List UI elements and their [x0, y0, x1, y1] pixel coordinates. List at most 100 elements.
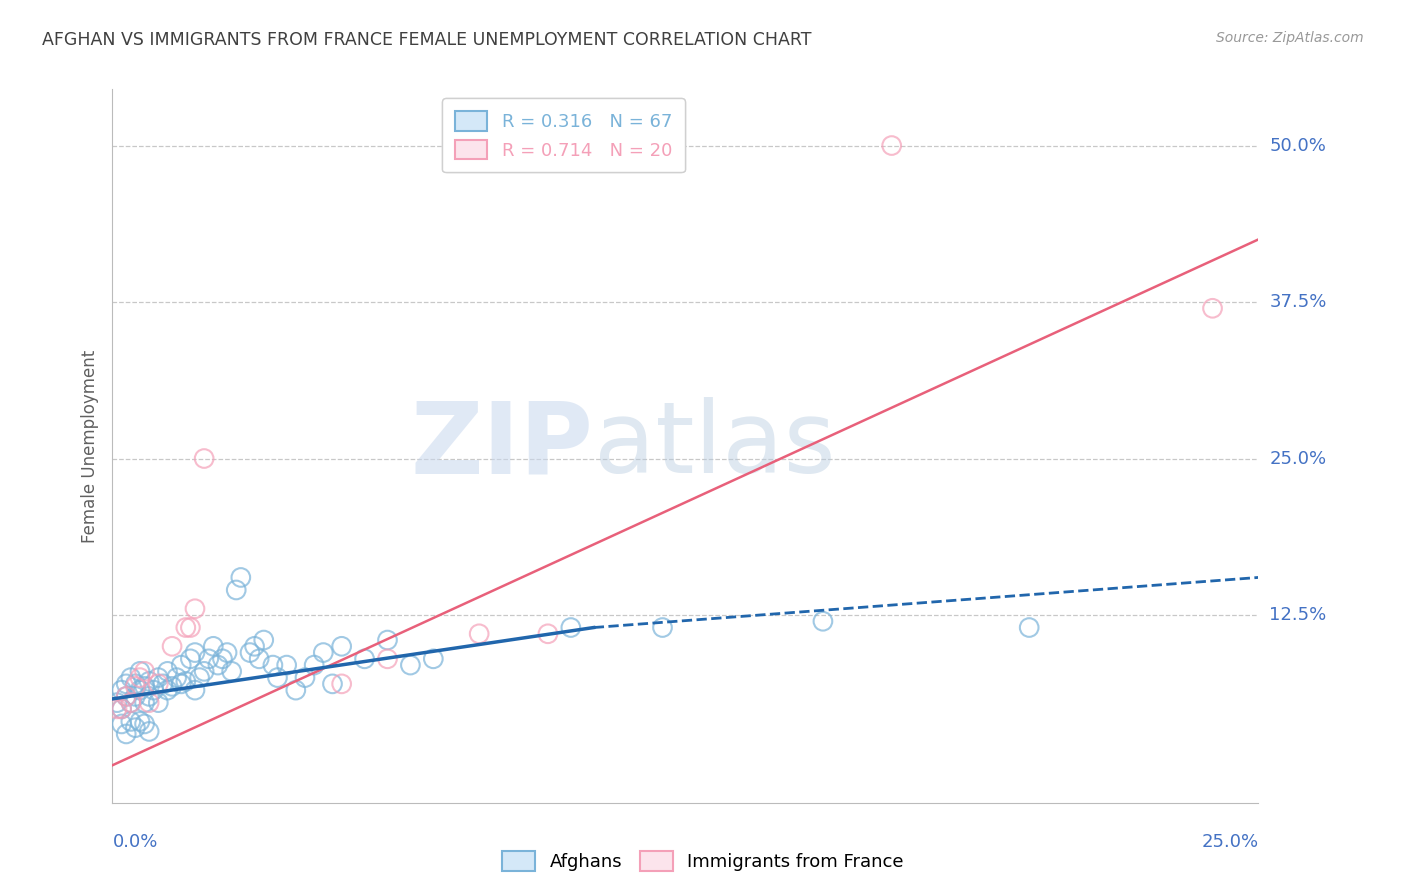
Point: [262, 658, 284, 673]
Point: [207, 658, 229, 673]
Point: [170, 677, 193, 691]
Point: [160, 640, 183, 654]
Point: [321, 677, 343, 691]
Point: [138, 724, 160, 739]
Point: [217, 646, 239, 660]
Point: [266, 671, 288, 685]
Point: [651, 621, 673, 635]
Point: [179, 621, 201, 635]
Point: [239, 646, 262, 660]
Point: [120, 714, 142, 729]
Point: [134, 679, 156, 693]
Point: [225, 582, 247, 597]
Point: [138, 674, 160, 689]
Text: 37.5%: 37.5%: [1270, 293, 1327, 311]
Point: [468, 627, 491, 641]
Point: [129, 665, 152, 679]
Point: [129, 714, 152, 729]
Point: [105, 696, 128, 710]
Point: [253, 633, 276, 648]
Point: [211, 652, 233, 666]
Text: 0.0%: 0.0%: [112, 833, 157, 851]
Point: [247, 652, 270, 666]
Point: [353, 652, 375, 666]
Point: [197, 652, 219, 666]
Point: [111, 702, 134, 716]
Point: [188, 671, 211, 685]
Point: [184, 683, 207, 698]
Point: [156, 683, 179, 698]
Point: [422, 652, 444, 666]
Point: [115, 690, 138, 704]
Point: [142, 683, 165, 698]
Legend: R = 0.316   N = 67, R = 0.714   N = 20: R = 0.316 N = 67, R = 0.714 N = 20: [443, 98, 685, 172]
Point: [134, 665, 156, 679]
Point: [560, 621, 582, 635]
Point: [377, 633, 399, 648]
Point: [115, 690, 138, 704]
Point: [184, 601, 207, 615]
Text: Source: ZipAtlas.com: Source: ZipAtlas.com: [1216, 31, 1364, 45]
Point: [134, 717, 156, 731]
Point: [152, 677, 174, 691]
Text: AFGHAN VS IMMIGRANTS FROM FRANCE FEMALE UNEMPLOYMENT CORRELATION CHART: AFGHAN VS IMMIGRANTS FROM FRANCE FEMALE …: [42, 31, 811, 49]
Point: [148, 671, 170, 685]
Point: [243, 640, 266, 654]
Point: [174, 621, 197, 635]
Point: [120, 696, 142, 710]
Point: [294, 671, 316, 685]
Point: [193, 665, 215, 679]
Point: [166, 671, 188, 685]
Text: 25.0%: 25.0%: [1270, 450, 1327, 467]
Legend: Afghans, Immigrants from France: Afghans, Immigrants from France: [495, 844, 911, 879]
Text: 50.0%: 50.0%: [1270, 136, 1326, 154]
Point: [111, 683, 134, 698]
Point: [312, 646, 335, 660]
Text: 25.0%: 25.0%: [1201, 833, 1258, 851]
Point: [115, 677, 138, 691]
Point: [284, 683, 307, 698]
Text: atlas: atlas: [593, 398, 835, 494]
Point: [124, 721, 146, 735]
Point: [160, 679, 183, 693]
Point: [105, 702, 128, 716]
Point: [156, 665, 179, 679]
Point: [120, 671, 142, 685]
Point: [120, 696, 142, 710]
Text: 12.5%: 12.5%: [1270, 606, 1327, 624]
Point: [174, 674, 197, 689]
Text: ZIP: ZIP: [411, 398, 593, 494]
Point: [148, 677, 170, 691]
Point: [170, 658, 193, 673]
Point: [134, 696, 156, 710]
Point: [537, 627, 560, 641]
Point: [880, 138, 903, 153]
Point: [276, 658, 298, 673]
Point: [1018, 621, 1040, 635]
Point: [399, 658, 422, 673]
Point: [302, 658, 325, 673]
Point: [229, 570, 252, 584]
Point: [202, 640, 225, 654]
Point: [1201, 301, 1223, 316]
Point: [330, 640, 353, 654]
Point: [124, 679, 146, 693]
Point: [184, 646, 207, 660]
Point: [138, 696, 160, 710]
Point: [129, 671, 152, 685]
Point: [111, 717, 134, 731]
Point: [811, 614, 834, 628]
Point: [129, 683, 152, 698]
Point: [124, 677, 146, 691]
Point: [115, 727, 138, 741]
Point: [179, 652, 201, 666]
Point: [377, 652, 399, 666]
Point: [111, 702, 134, 716]
Point: [148, 696, 170, 710]
Point: [221, 665, 243, 679]
Point: [138, 690, 160, 704]
Y-axis label: Female Unemployment: Female Unemployment: [80, 350, 98, 542]
Point: [124, 690, 146, 704]
Point: [193, 451, 215, 466]
Point: [330, 677, 353, 691]
